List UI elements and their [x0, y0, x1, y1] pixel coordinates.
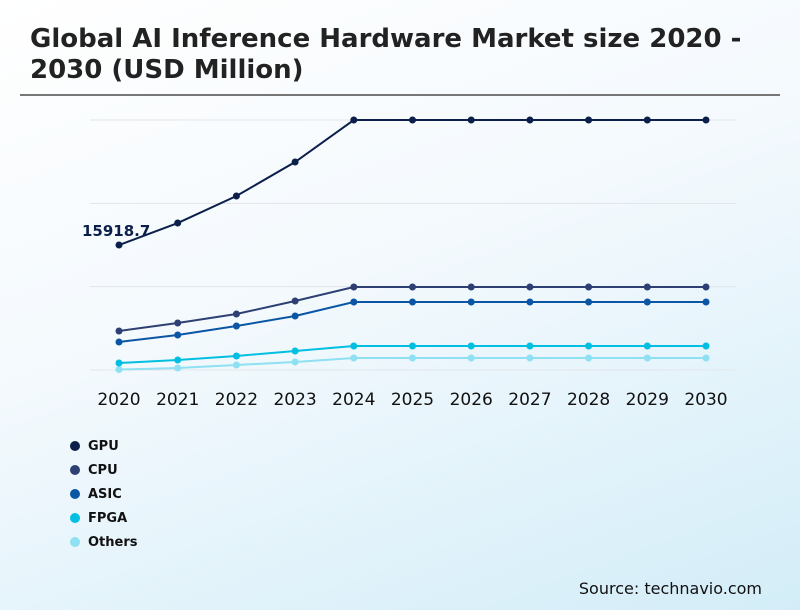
- data-point-fpga: [291, 347, 299, 355]
- legend-label: Others: [88, 534, 138, 550]
- data-point-others: [291, 358, 299, 366]
- legend-marker: [70, 489, 80, 499]
- data-point-others: [350, 354, 358, 362]
- data-point-fpga: [467, 342, 475, 350]
- legend-label: CPU: [88, 462, 118, 478]
- legend-item: Others: [70, 530, 138, 554]
- data-point-cpu: [702, 283, 710, 291]
- legend-marker: [70, 537, 80, 547]
- data-point-gpu: [115, 241, 123, 249]
- data-point-others: [526, 354, 534, 362]
- data-point-cpu: [643, 283, 651, 291]
- legend-marker: [70, 441, 80, 451]
- data-point-asic: [643, 298, 651, 306]
- data-label: 15918.7: [82, 222, 150, 240]
- series-line-asic: [118, 301, 706, 343]
- x-tick-label: 2020: [97, 390, 140, 410]
- data-point-gpu: [702, 116, 710, 124]
- x-tick-label: 2023: [273, 390, 316, 410]
- data-point-gpu: [643, 116, 651, 124]
- data-point-asic: [702, 298, 710, 306]
- data-point-others: [409, 354, 416, 362]
- data-point-others: [174, 364, 182, 372]
- data-point-cpu: [467, 283, 475, 291]
- data-point-fpga: [702, 342, 710, 350]
- data-point-gpu: [467, 116, 475, 124]
- data-point-fpga: [585, 342, 593, 350]
- legend-label: FPGA: [88, 510, 128, 526]
- data-point-others: [643, 354, 651, 362]
- x-tick-label: 2025: [391, 390, 434, 410]
- x-tick-label: 2030: [684, 390, 727, 410]
- data-point-asic: [115, 338, 123, 346]
- data-point-cpu: [232, 310, 240, 318]
- x-tick-label: 2022: [215, 390, 258, 410]
- data-point-cpu: [409, 283, 416, 291]
- data-point-fpga: [115, 359, 123, 367]
- legend-item: FPGA: [70, 506, 138, 530]
- data-point-cpu: [526, 283, 534, 291]
- data-point-cpu: [291, 297, 299, 305]
- data-point-asic: [409, 298, 416, 306]
- data-point-asic: [174, 331, 182, 339]
- line-chart: 2020 2021 2022 2023 2024 2025 2026 2027 2028 2029…: [82, 116, 736, 410]
- x-tick-label: 2027: [508, 390, 551, 410]
- data-point-fpga: [174, 356, 182, 364]
- legend-item: CPU: [70, 458, 138, 482]
- legend-label: GPU: [88, 438, 119, 454]
- series-line-cpu: [118, 286, 706, 332]
- x-tick-label: 2028: [567, 390, 610, 410]
- data-point-others: [232, 361, 240, 369]
- data-point-cpu: [174, 319, 182, 327]
- data-point-fpga: [643, 342, 651, 350]
- data-point-fpga: [409, 342, 416, 350]
- legend-item: ASIC: [70, 482, 138, 506]
- legend-item: GPU: [70, 434, 138, 458]
- data-point-fpga: [526, 342, 534, 350]
- data-point-gpu: [409, 116, 416, 124]
- legend-marker: [70, 513, 80, 523]
- data-point-asic: [350, 298, 358, 306]
- data-point-asic: [291, 312, 299, 320]
- x-tick-label: 2021: [156, 390, 199, 410]
- data-point-asic: [467, 298, 475, 306]
- x-tick-label: 2029: [626, 390, 669, 410]
- legend-marker: [70, 465, 80, 475]
- x-tick-label: 2026: [450, 390, 493, 410]
- x-tick-label: 2024: [332, 390, 375, 410]
- data-point-cpu: [585, 283, 593, 291]
- data-point-fpga: [350, 342, 358, 350]
- data-point-gpu: [350, 116, 358, 124]
- series-line-gpu: [118, 119, 706, 246]
- legend: GPU CPU ASIC FPGA Others: [70, 434, 138, 554]
- chart-title: Global AI Inference Hardware Market size…: [30, 24, 742, 85]
- data-point-gpu: [526, 116, 534, 124]
- data-point-fpga: [232, 352, 240, 360]
- legend-label: ASIC: [88, 486, 122, 502]
- data-point-asic: [526, 298, 534, 306]
- title-divider: [20, 94, 780, 96]
- data-point-gpu: [585, 116, 593, 124]
- data-point-gpu: [232, 192, 240, 200]
- data-point-others: [115, 366, 123, 374]
- source-credit: Source: technavio.com: [578, 579, 762, 598]
- data-point-cpu: [115, 327, 123, 335]
- data-point-asic: [232, 322, 240, 330]
- data-point-others: [702, 354, 710, 362]
- data-point-cpu: [350, 283, 358, 291]
- data-point-asic: [585, 298, 593, 306]
- data-point-others: [585, 354, 593, 362]
- data-point-others: [467, 354, 475, 362]
- data-point-gpu: [291, 158, 299, 166]
- data-point-gpu: [174, 219, 182, 227]
